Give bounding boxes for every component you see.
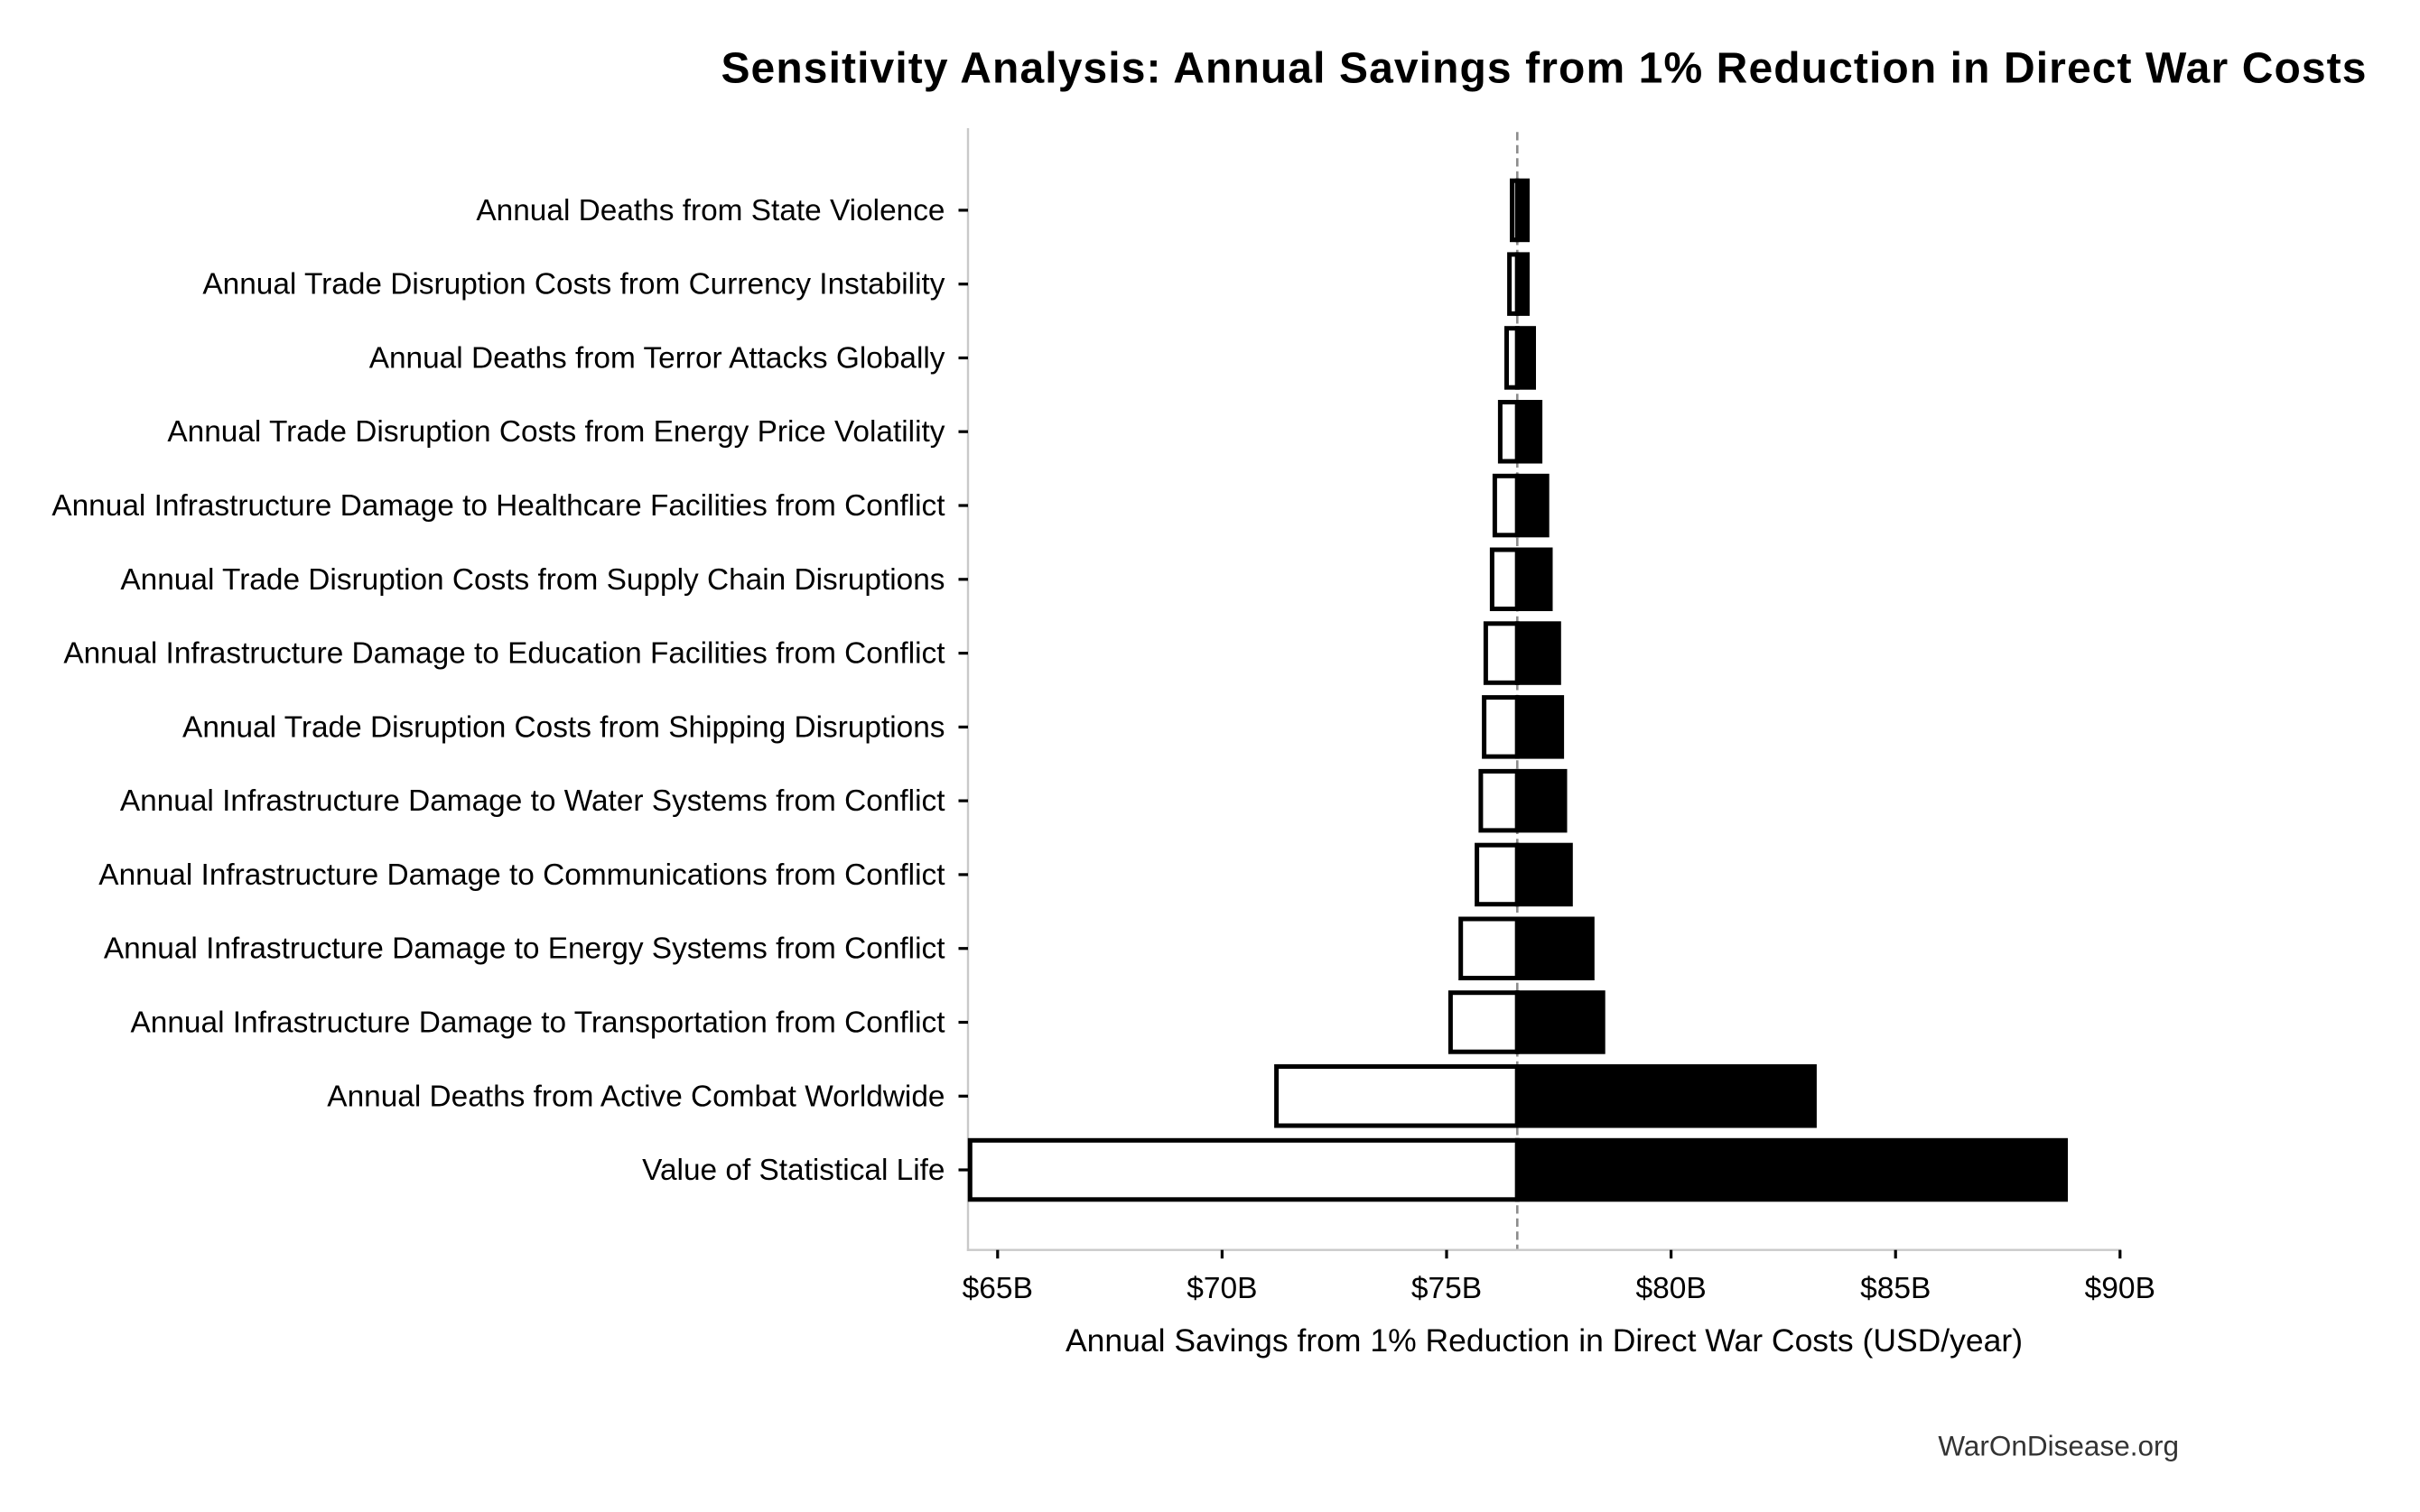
svg-text:$85B: $85B — [1860, 1272, 1931, 1305]
svg-text:Annual Deaths from State Viole: Annual Deaths from State Violence — [476, 194, 945, 227]
svg-text:Annual Trade Disruption Costs: Annual Trade Disruption Costs from Curre… — [202, 268, 945, 301]
svg-text:Annual Infrastructure Damage t: Annual Infrastructure Damage to Healthca… — [51, 489, 945, 523]
svg-text:Annual Infrastructure Damage t: Annual Infrastructure Damage to Educatio… — [63, 637, 945, 671]
svg-text:Annual Infrastructure Damage t: Annual Infrastructure Damage to Communic… — [98, 858, 945, 892]
svg-text:Annual Savings from 1% Reducti: Annual Savings from 1% Reduction in Dire… — [1066, 1322, 2023, 1359]
svg-text:Annual Infrastructure Damage t: Annual Infrastructure Damage to Water Sy… — [120, 784, 945, 818]
svg-text:Annual Deaths from Active Comb: Annual Deaths from Active Combat Worldwi… — [327, 1080, 945, 1113]
svg-text:$65B: $65B — [963, 1272, 1033, 1305]
svg-text:Annual Deaths from Terror Atta: Annual Deaths from Terror Attacks Global… — [369, 342, 945, 376]
svg-text:WarOnDisease.org: WarOnDisease.org — [1938, 1430, 2179, 1462]
svg-text:$90B: $90B — [2085, 1272, 2155, 1305]
svg-text:Annual Infrastructure Damage t: Annual Infrastructure Damage to Transpor… — [131, 1006, 946, 1040]
svg-text:$70B: $70B — [1187, 1272, 1257, 1305]
svg-text:Annual Trade Disruption Costs: Annual Trade Disruption Costs from Shipp… — [182, 710, 945, 744]
svg-text:$80B: $80B — [1635, 1272, 1706, 1305]
svg-text:Sensitivity Analysis: Annual S: Sensitivity Analysis: Annual Savings fro… — [721, 45, 2367, 93]
svg-text:Value of Statistical Life: Value of Statistical Life — [642, 1154, 945, 1187]
svg-text:Annual Trade Disruption Costs: Annual Trade Disruption Costs from Suppl… — [120, 563, 945, 597]
svg-text:Annual Infrastructure Damage t: Annual Infrastructure Damage to Energy S… — [104, 932, 945, 966]
svg-text:$75B: $75B — [1411, 1272, 1482, 1305]
svg-text:Annual Trade Disruption Costs: Annual Trade Disruption Costs from Energ… — [167, 415, 945, 449]
